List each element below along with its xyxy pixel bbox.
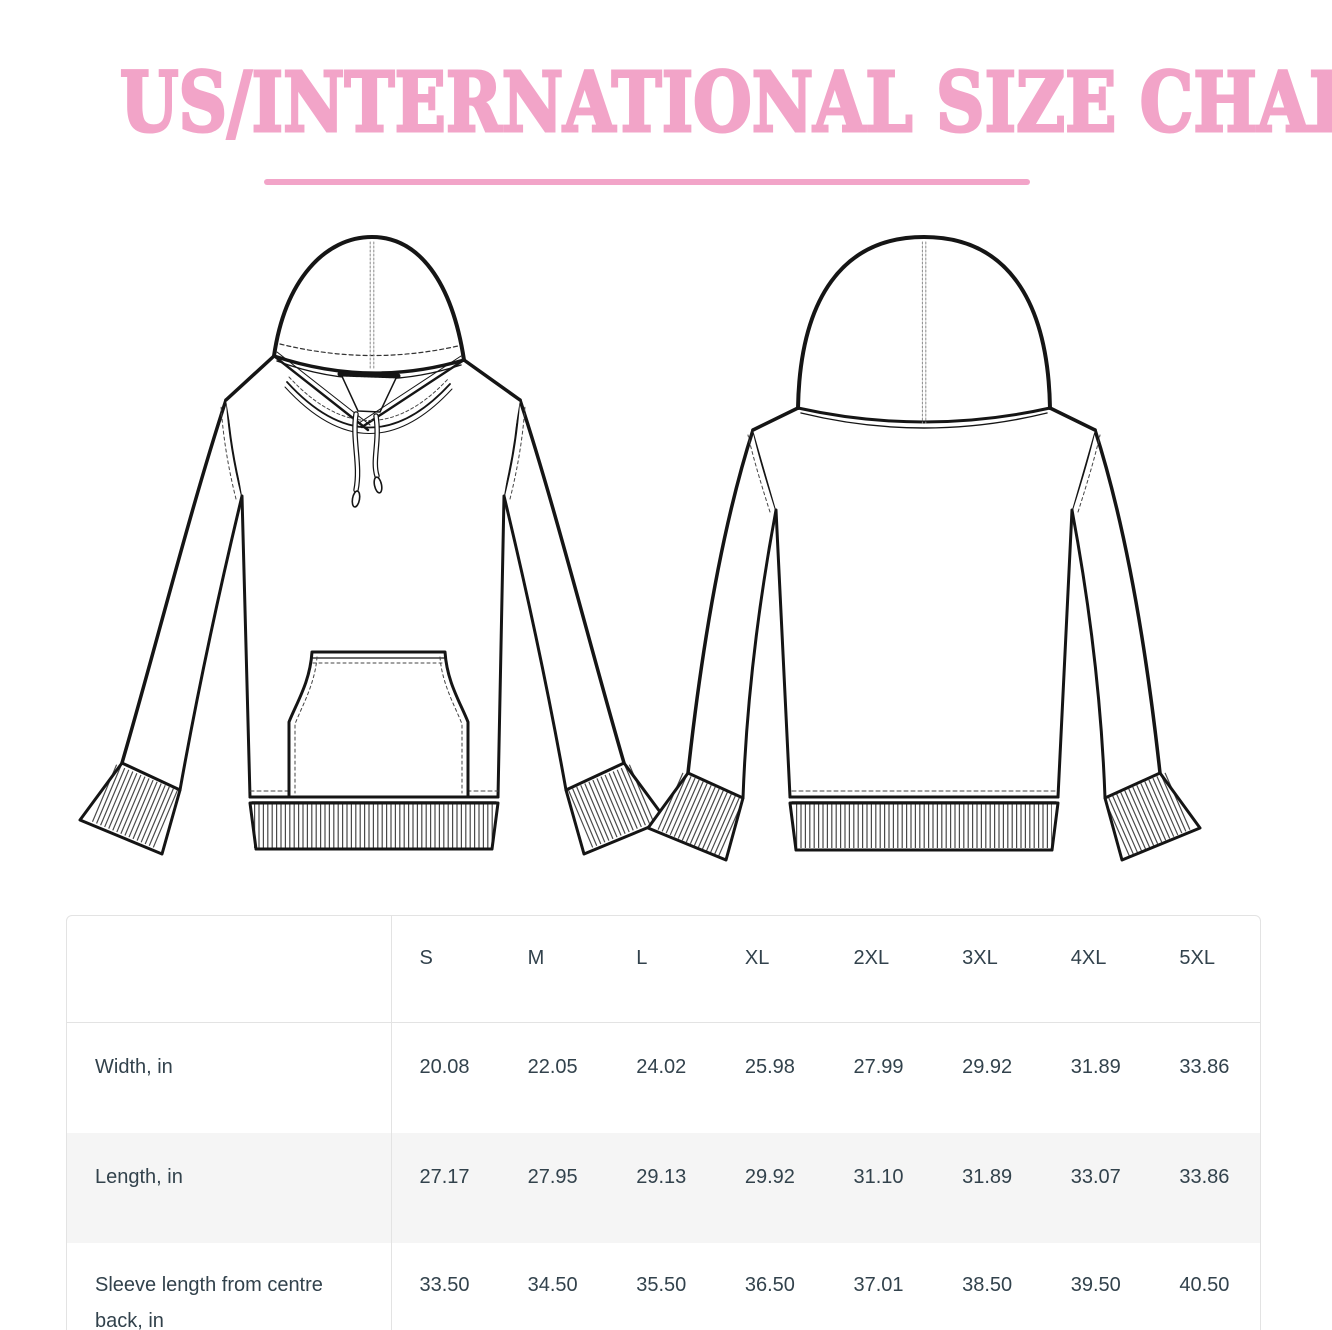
front-left-sleeve bbox=[78, 398, 244, 856]
table-row-width: Width, in 20.08 22.05 24.02 25.98 27.99 … bbox=[67, 1022, 1260, 1133]
hoodie-back-figure bbox=[628, 220, 1248, 880]
back-hood bbox=[796, 235, 1052, 429]
size-value: 39.50 bbox=[1070, 1274, 1121, 1296]
page-title: US/INTERNATIONAL SIZE CHART bbox=[119, 53, 1332, 152]
front-right-cuff-ribbing bbox=[564, 761, 668, 856]
size-value: 37.01 bbox=[853, 1274, 904, 1296]
size-value: 31.89 bbox=[934, 1133, 1043, 1243]
size-value: 29.92 bbox=[716, 1133, 826, 1243]
size-value: 38.50 bbox=[962, 1274, 1013, 1296]
size-value: 27.17 bbox=[391, 1133, 500, 1243]
front-hood bbox=[272, 235, 466, 434]
size-value: 25.98 bbox=[744, 1056, 795, 1078]
size-value: 20.08 bbox=[419, 1056, 470, 1078]
column-header-2xl: 2XL bbox=[825, 916, 935, 1023]
back-left-sleeve bbox=[646, 428, 778, 862]
size-value: 22.05 bbox=[527, 1056, 578, 1078]
back-right-sleeve bbox=[1070, 428, 1202, 862]
size-value: 29.13 bbox=[608, 1133, 717, 1243]
column-header-s: S bbox=[391, 916, 500, 1023]
drawstring-aglet bbox=[351, 490, 361, 508]
hoodie-front-flat-sketch-icon bbox=[78, 235, 668, 856]
back-hem-ribbing bbox=[788, 801, 1060, 852]
size-value: 31.10 bbox=[825, 1133, 935, 1243]
table-row-sleeve-length: Sleeve length from centre back, in 33.50… bbox=[67, 1243, 1260, 1330]
row-label: Width, in bbox=[67, 1022, 392, 1133]
size-value: 33.50 bbox=[419, 1274, 470, 1296]
size-value: 40.50 bbox=[1179, 1274, 1230, 1296]
size-value: 33.07 bbox=[1042, 1133, 1152, 1243]
front-right-sleeve bbox=[502, 398, 668, 856]
column-header-m: M bbox=[499, 916, 609, 1023]
header-row: S M L XL 2XL 3XL 4XL 5XL bbox=[67, 916, 1260, 1023]
row-label: Length, in bbox=[67, 1133, 392, 1243]
size-table-container: S M L XL 2XL 3XL 4XL 5XL Width, in 20.08… bbox=[66, 915, 1261, 1330]
size-value: 36.50 bbox=[744, 1274, 795, 1296]
size-value: 29.92 bbox=[962, 1056, 1013, 1078]
size-value: 34.50 bbox=[527, 1274, 578, 1296]
column-header-4xl: 4XL bbox=[1042, 916, 1152, 1023]
corner-cell bbox=[67, 916, 392, 1023]
size-value: 31.89 bbox=[1070, 1056, 1121, 1078]
size-value: 33.86 bbox=[1179, 1056, 1230, 1078]
front-hem-ribbing bbox=[248, 801, 500, 851]
column-header-3xl: 3XL bbox=[934, 916, 1043, 1023]
front-drawstrings bbox=[351, 411, 383, 508]
size-value: 24.02 bbox=[636, 1056, 687, 1078]
column-header-l: L bbox=[608, 916, 717, 1023]
hoodie-back-flat-sketch-icon bbox=[646, 235, 1202, 862]
drawstring-aglet bbox=[373, 476, 383, 494]
size-value: 27.95 bbox=[499, 1133, 609, 1243]
hoodie-front-figure bbox=[70, 220, 670, 880]
size-value: 33.86 bbox=[1151, 1133, 1260, 1243]
back-left-cuff-ribbing bbox=[646, 771, 745, 862]
size-value: 27.99 bbox=[853, 1056, 904, 1078]
table-row-length: Length, in 27.17 27.95 29.13 29.92 31.10… bbox=[67, 1133, 1260, 1243]
back-body bbox=[751, 406, 1097, 803]
back-right-cuff-ribbing bbox=[1103, 771, 1202, 862]
title-underline bbox=[264, 179, 1030, 185]
row-label: Sleeve length from centre back, in bbox=[67, 1243, 392, 1330]
column-header-xl: XL bbox=[716, 916, 826, 1023]
front-kangaroo-pocket bbox=[287, 650, 470, 799]
size-value: 35.50 bbox=[636, 1274, 687, 1296]
column-header-5xl: 5XL bbox=[1151, 916, 1260, 1023]
size-table: S M L XL 2XL 3XL 4XL 5XL Width, in 20.08… bbox=[67, 916, 1260, 1330]
front-left-cuff-ribbing bbox=[78, 761, 182, 856]
